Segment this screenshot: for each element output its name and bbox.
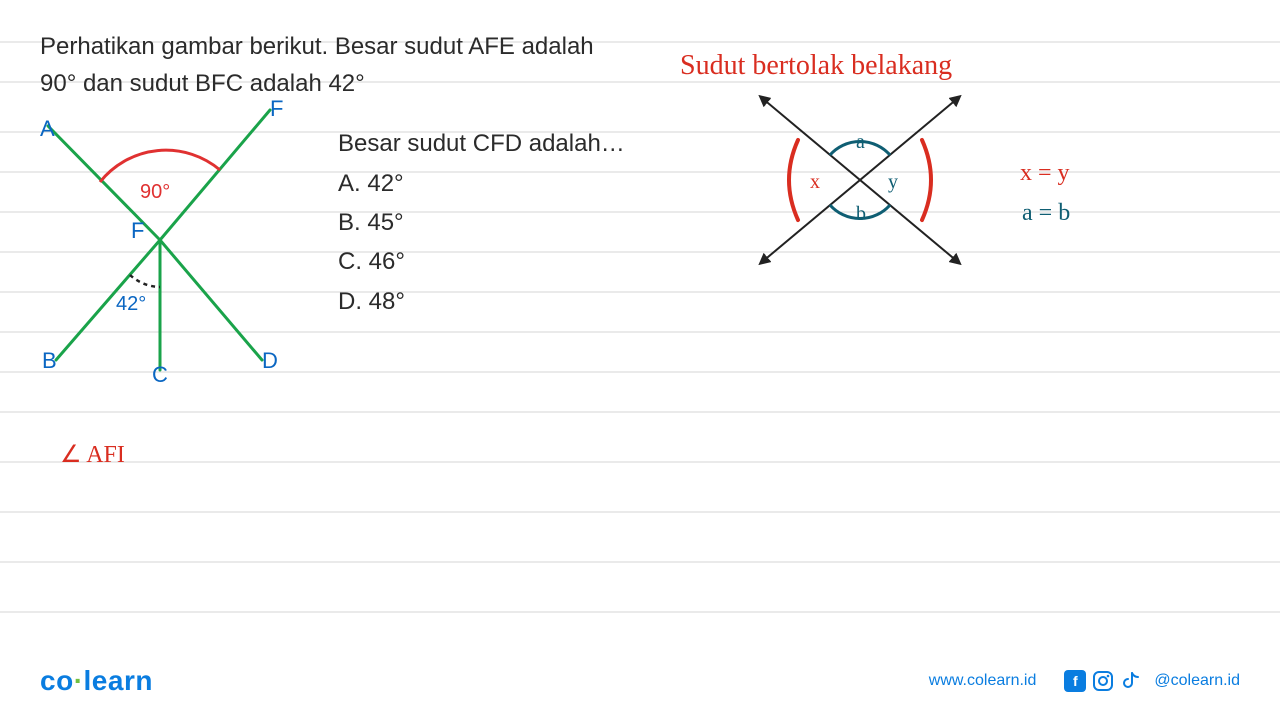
angle-42-label: 42° bbox=[116, 293, 146, 315]
label-a: a bbox=[856, 131, 865, 153]
angle-90-label: 90° bbox=[140, 181, 170, 203]
label-b: b bbox=[856, 203, 866, 225]
social-handle: @colearn.id bbox=[1154, 672, 1240, 690]
logo-dot: · bbox=[74, 665, 84, 696]
equation-xy: x = y bbox=[1020, 160, 1070, 187]
point-label-A: A bbox=[40, 116, 55, 141]
point-label-F: F bbox=[131, 218, 144, 243]
footer-url: www.colearn.id bbox=[929, 672, 1037, 690]
logo-learn: learn bbox=[84, 665, 153, 696]
label-x: x bbox=[810, 171, 820, 193]
hand-afi: ∠ AFI bbox=[60, 440, 125, 469]
label-y: y bbox=[888, 171, 898, 193]
options-list: A. 42° B. 45° C. 46° D. 48° bbox=[338, 165, 405, 322]
question-line1: Perhatikan gambar berikut. Besar sudut A… bbox=[40, 28, 594, 65]
option-B: B. 45° bbox=[338, 204, 405, 241]
option-A: A. 42° bbox=[338, 165, 405, 202]
social-links: f @colearn.id bbox=[1064, 670, 1240, 692]
angle-42-arc bbox=[130, 275, 160, 287]
content-area: Perhatikan gambar berikut. Besar sudut A… bbox=[0, 0, 1280, 720]
vertical-angles-diagram: a x y b bbox=[740, 80, 980, 290]
tiktok-icon bbox=[1120, 670, 1142, 692]
point-label-C: C bbox=[152, 362, 168, 387]
point-label-B: B bbox=[42, 348, 57, 373]
hand-title: Sudut bertolak belakang bbox=[680, 50, 952, 82]
answer-prompt: Besar sudut CFD adalah… bbox=[338, 130, 625, 158]
bracket-left bbox=[789, 140, 798, 220]
instagram-icon bbox=[1092, 670, 1114, 692]
logo-co: co bbox=[40, 665, 74, 696]
option-D: D. 48° bbox=[338, 283, 405, 320]
point-label-E: F bbox=[270, 100, 283, 121]
geometry-figure: 90° 42° A F F B C D bbox=[30, 100, 310, 400]
facebook-icon: f bbox=[1064, 670, 1086, 692]
bracket-right bbox=[922, 140, 931, 220]
intersect-lines bbox=[762, 98, 958, 262]
angle-90-arc bbox=[100, 150, 220, 182]
question-line2: 90° dan sudut BFC adalah 42° bbox=[40, 65, 594, 102]
point-label-D: D bbox=[262, 348, 278, 373]
option-C: C. 46° bbox=[338, 243, 405, 280]
equation-ab: a = b bbox=[1022, 200, 1070, 227]
footer: co·learn www.colearn.id f @colearn bbox=[0, 664, 1280, 698]
question-text: Perhatikan gambar berikut. Besar sudut A… bbox=[40, 28, 594, 102]
brand-logo: co·learn bbox=[40, 665, 153, 697]
